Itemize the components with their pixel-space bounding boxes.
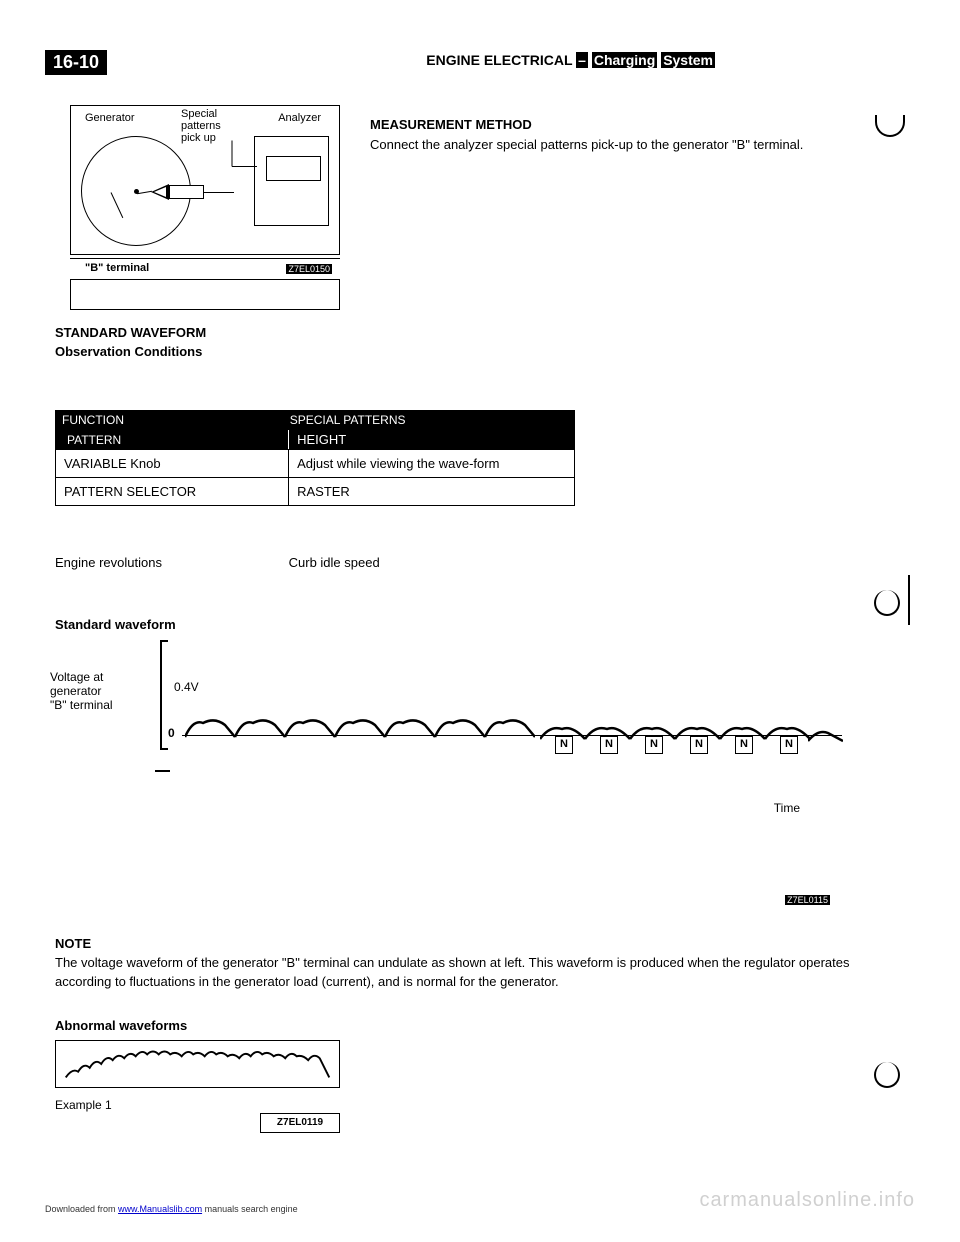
waveform-hump-icon <box>485 717 535 739</box>
waveform-hump-icon <box>385 717 435 739</box>
row-selector-label: PATTERN SELECTOR <box>56 478 289 505</box>
waveform-hump-icon <box>285 717 335 739</box>
binder-arc-bottom <box>874 1062 900 1088</box>
row-pattern-value: HEIGHT <box>289 430 574 449</box>
waveform-n-box: N <box>735 736 753 754</box>
watermark-link[interactable]: www.Manualslib.com <box>118 1204 202 1214</box>
measurement-title: MEASUREMENT METHOD <box>370 115 803 135</box>
pickup-body-icon <box>169 185 204 199</box>
header-title: ENGINE ELECTRICAL – Charging System <box>426 52 715 68</box>
note-text: The voltage waveform of the generator "B… <box>55 955 849 989</box>
table-header-function: FUNCTION <box>62 413 290 427</box>
analyzer-box-icon <box>254 136 329 226</box>
waveform-zero-label: 0 <box>168 726 175 740</box>
wire-seg2 <box>232 141 233 167</box>
wire-seg1 <box>204 192 234 193</box>
waveform-hump-icon <box>235 717 285 739</box>
waveform-voltage-label: 0.4V <box>174 680 199 694</box>
label-generator: Generator <box>85 112 135 124</box>
waveform-code: Z7EL0115 <box>785 895 830 905</box>
waveform-hump-icon <box>808 725 843 747</box>
row-variable-label: VARIABLE Knob <box>56 450 289 477</box>
standard-title: STANDARD WAVEFORM <box>55 325 905 340</box>
note-block: NOTE The voltage waveform of the generat… <box>55 935 870 992</box>
page-number: 16-10 <box>45 50 107 75</box>
title-prefix: ENGINE ELECTRICAL <box>426 52 572 68</box>
waveform-bracket-icon <box>160 640 168 750</box>
title-dash: – <box>576 52 588 68</box>
abnormal-title: Abnormal waveforms <box>55 1018 187 1033</box>
pickup-probe-icon <box>151 184 169 200</box>
waveform-hump-icon <box>335 717 385 739</box>
measurement-text-block: MEASUREMENT METHOD Connect the analyzer … <box>370 115 803 154</box>
standard-waveform-panel: Voltage at generator "B" terminal 0.4V 0… <box>160 640 860 810</box>
row-pattern-label: PATTERN <box>64 433 124 447</box>
b-terminal-label: "B" terminal <box>85 262 149 274</box>
analyzer-screen-icon <box>266 156 321 181</box>
table-below-row: Engine revolutions Curb idle speed <box>55 555 380 570</box>
abnormal-waveform-box <box>55 1040 340 1088</box>
diagram-outer-box <box>70 280 340 310</box>
note-label: NOTE <box>55 936 91 951</box>
waveform-n-box: N <box>690 736 708 754</box>
waveform-marker-icon <box>155 770 170 772</box>
waveform-hump-icon <box>185 717 235 739</box>
title-charging: Charging <box>592 52 657 68</box>
waveform-time-label: Time <box>774 801 800 815</box>
binder-arc-mid <box>874 590 900 616</box>
wire-seg3 <box>232 166 257 167</box>
example-1-label: Example 1 <box>55 1098 112 1112</box>
engine-rev-label: Engine revolutions <box>55 555 285 570</box>
generator-diagram: Generator Special patterns pick up Analy… <box>70 105 340 310</box>
standard-section: STANDARD WAVEFORM Observation Conditions <box>55 325 905 363</box>
engine-rev-value: Curb idle speed <box>289 555 380 570</box>
title-system: System <box>661 52 715 68</box>
binder-arc-top <box>875 115 905 137</box>
standard-waveform-title: Standard waveform <box>55 617 176 632</box>
label-analyzer: Analyzer <box>278 112 321 124</box>
watermark-post: manuals search engine <box>205 1204 298 1214</box>
diagram-code: Z7EL0150 <box>286 264 332 274</box>
measurement-body: Connect the analyzer special patterns pi… <box>370 135 803 155</box>
watermark-left: Downloaded from www.Manualslib.com manua… <box>45 1204 298 1214</box>
abnormal-code: Z7EL0119 <box>260 1113 340 1133</box>
row-variable-value: Adjust while viewing the wave-form <box>289 450 574 477</box>
table-header-special: SPECIAL PATTERNS <box>290 413 406 427</box>
waveform-y-axis-label: Voltage at generator "B" terminal <box>50 670 113 712</box>
watermark-pre: Downloaded from <box>45 1204 118 1214</box>
observation-conditions: Observation Conditions <box>55 344 905 359</box>
waveform-n-box: N <box>555 736 573 754</box>
observation-table: FUNCTION SPECIAL PATTERNS PATTERN HEIGHT… <box>55 410 575 506</box>
row-selector-value: RASTER <box>289 478 574 505</box>
watermark-right: carmanualsonline.info <box>699 1189 915 1212</box>
waveform-n-box: N <box>645 736 663 754</box>
waveform-n-box: N <box>780 736 798 754</box>
label-special-pickup: Special patterns pick up <box>181 108 221 144</box>
waveform-n-box: N <box>600 736 618 754</box>
waveform-hump-icon <box>435 717 485 739</box>
